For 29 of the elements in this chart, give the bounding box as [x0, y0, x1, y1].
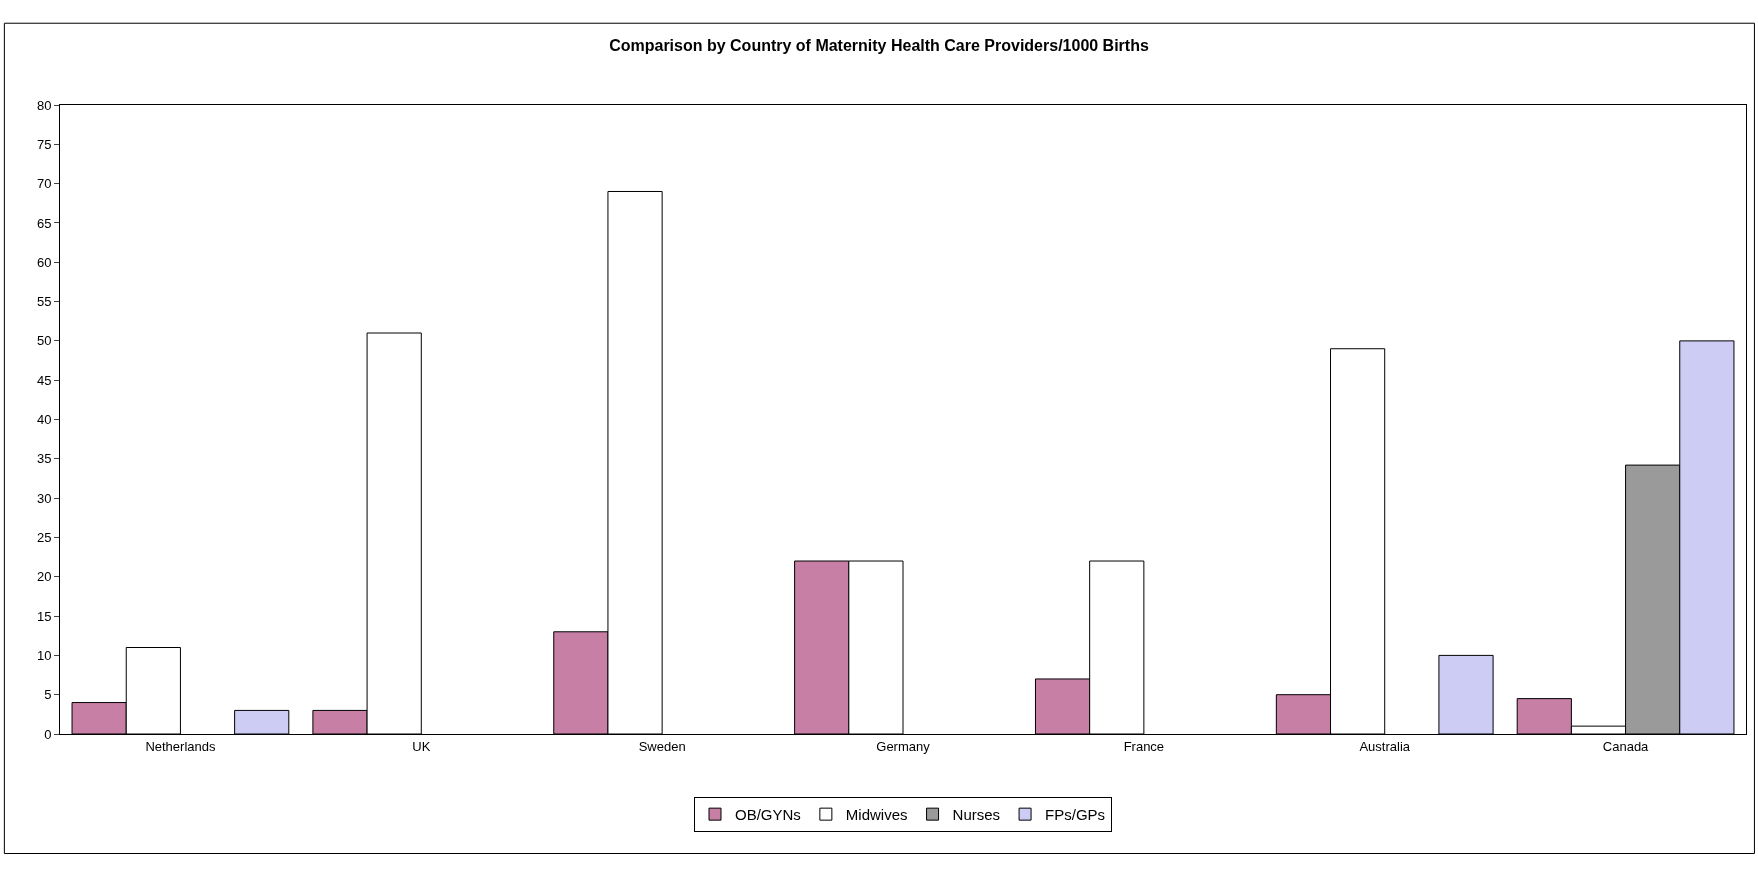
x-tick-label: UK — [412, 738, 431, 754]
x-tick-label: Australia — [1359, 738, 1411, 754]
legend-label: Nurses — [952, 806, 1001, 823]
x-tick-label: Canada — [1602, 738, 1650, 754]
x-tick-label: Sweden — [638, 738, 686, 754]
legend-label: FPs/GPs — [1045, 806, 1106, 823]
x-tick-label: France — [1123, 738, 1165, 754]
y-tick-label: 45 — [36, 372, 52, 388]
y-tick-label: 40 — [36, 412, 52, 428]
y-tick-label: 5 — [44, 687, 52, 703]
y-tick-label: 10 — [36, 647, 52, 663]
legend-label: OB/GYNs — [735, 806, 801, 823]
y-tick-label: 80 — [36, 97, 52, 113]
y-tick-label: 60 — [36, 254, 52, 270]
legend-label: Midwives — [845, 806, 908, 823]
chart-title: Comparison by Country of Maternity Health Care Providers/1000 Births — [609, 36, 1149, 54]
y-tick-label: 15 — [36, 608, 52, 624]
y-tick-label: 50 — [36, 333, 52, 349]
x-tick-label: Netherlands — [145, 738, 216, 754]
y-tick-label: 75 — [36, 136, 52, 152]
y-tick-label: 55 — [36, 294, 52, 310]
y-tick-label: 35 — [36, 451, 52, 467]
x-tick-label: Germany — [876, 738, 931, 754]
y-tick-label: 30 — [36, 490, 52, 506]
y-tick-label: 25 — [36, 529, 52, 545]
y-tick-label: 0 — [44, 726, 52, 742]
y-tick-label: 65 — [36, 215, 52, 231]
y-tick-label: 70 — [36, 176, 52, 192]
y-tick-label: 20 — [36, 569, 52, 585]
